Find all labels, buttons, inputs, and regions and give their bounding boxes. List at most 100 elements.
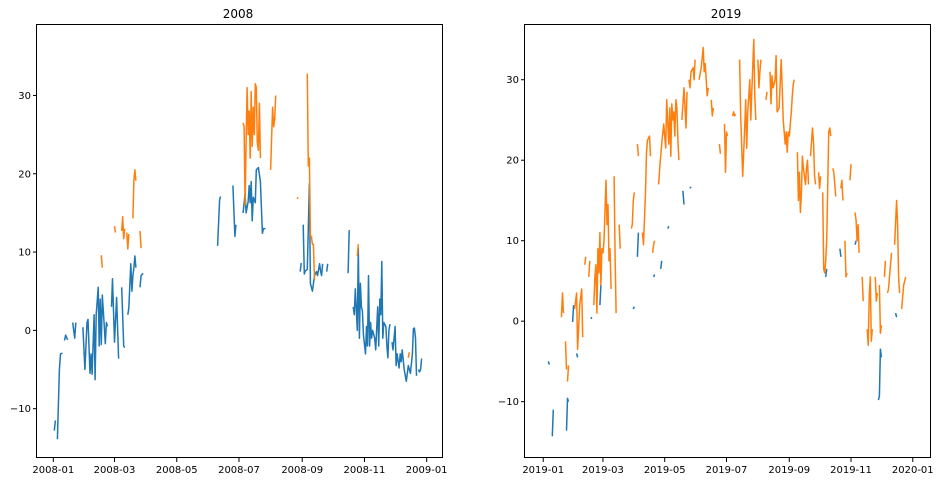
series-line-segment [731, 111, 737, 117]
series-line-segment [325, 263, 329, 272]
series-line-segment [356, 244, 360, 257]
series-line-segment [573, 288, 584, 351]
x-tick-label: 2009-01 [406, 465, 448, 476]
y-tick-label: 20 [18, 169, 31, 180]
series-line-segment [641, 135, 652, 246]
y-tick-label: 10 [506, 236, 519, 247]
series-line-segment [861, 276, 864, 302]
series-line-segment [632, 306, 635, 310]
series-line-segment [296, 196, 299, 200]
series-line-segment [757, 59, 762, 89]
series-line-segment [110, 277, 120, 359]
series-line-segment [132, 169, 137, 219]
series-line-segment [878, 284, 883, 335]
series-line-segment [560, 292, 565, 318]
x-tick-label: 2008-03 [94, 465, 136, 476]
series-line-segment [832, 168, 837, 197]
series-line-segment [636, 232, 640, 257]
series-line-segment [593, 179, 612, 314]
series-line-segment [347, 230, 350, 274]
series-line-segment [698, 46, 710, 97]
series-line-segment [682, 190, 685, 205]
y-tick-label: 0 [25, 326, 31, 337]
x-axis-2008: 2008-01 2008-03 2008-05 2008-07 2008-09 2008-… [32, 458, 448, 476]
series-line-segment [840, 179, 844, 201]
plot-area-2008 [53, 73, 423, 440]
series-line-segment [630, 192, 636, 229]
series-line-segment [564, 341, 568, 370]
chart-2019: 2019 2019-01 2019-03 2019-05 2019-07 2019-09… [498, 7, 934, 476]
series-line-segment [590, 316, 593, 320]
x-axis-2019: 2019-01 2019-03 2019-05 2019-07 2019-09 2019-… [522, 458, 934, 476]
series-line-segment [232, 185, 237, 238]
x-tick-label: 2019-01 [522, 465, 564, 476]
series-0-line [547, 186, 898, 437]
series-line-segment [883, 260, 887, 277]
series-line-segment [139, 272, 144, 288]
y-tick-label: 10 [18, 248, 31, 259]
series-line-segment [824, 268, 828, 277]
axes-frame-2008 [36, 24, 443, 458]
series-line-segment [886, 252, 893, 294]
series-line-segment [56, 352, 63, 440]
series-line-segment [688, 59, 696, 89]
series-line-segment [738, 38, 757, 178]
series-1-line [560, 38, 907, 382]
series-line-segment [839, 248, 842, 257]
series-line-segment [113, 226, 117, 233]
chart-2008: 2008 2008-01 2008-03 2008-05 2008-07 2008-09… [10, 7, 448, 476]
series-line-segment [566, 365, 570, 382]
series-line-segment [636, 144, 640, 157]
series-1-line [100, 73, 411, 358]
series-line-segment [817, 172, 822, 190]
series-line-segment [657, 99, 680, 185]
series-line-segment [588, 260, 591, 277]
series-line-segment [242, 166, 266, 235]
x-tick-label: 2019-03 [582, 465, 624, 476]
x-tick-label: 2019-09 [768, 465, 810, 476]
series-line-segment [877, 348, 883, 401]
series-line-segment [120, 216, 126, 240]
x-tick-label: 2019-07 [706, 465, 748, 476]
x-tick-label: 2008-07 [218, 465, 260, 476]
series-line-segment [849, 164, 852, 181]
x-tick-label: 2008-01 [32, 465, 74, 476]
series-line-segment [417, 358, 423, 373]
series-line-segment [242, 82, 262, 206]
series-line-segment [866, 276, 874, 347]
series-line-segment [844, 240, 848, 278]
y-tick-label: 30 [506, 75, 519, 86]
x-tick-label: 2008-09 [281, 465, 323, 476]
series-line-segment [667, 225, 670, 229]
series-line-segment [391, 325, 418, 383]
series-line-segment [63, 334, 69, 341]
y-tick-label: 30 [18, 91, 31, 102]
series-line-segment [302, 183, 324, 292]
series-line-segment [53, 420, 57, 431]
series-line-segment [723, 123, 729, 174]
series-line-segment [571, 305, 575, 323]
series-line-segment [651, 240, 656, 253]
series-line-segment [547, 361, 551, 365]
series-0-line [53, 166, 423, 440]
series-line-segment [352, 247, 391, 359]
x-tick-label: 2019-05 [644, 465, 686, 476]
series-line-segment [575, 353, 579, 358]
series-line-segment [618, 224, 621, 249]
series-line-segment [583, 256, 587, 265]
series-line-segment [652, 274, 656, 278]
chart-title-2008: 2008 [223, 7, 254, 21]
chart-title-2019: 2019 [711, 7, 742, 21]
series-line-segment [821, 127, 832, 274]
series-line-segment [659, 260, 663, 269]
series-line-segment [854, 240, 857, 245]
series-line-segment [718, 144, 722, 154]
series-line-segment [900, 276, 907, 310]
series-line-segment [681, 87, 688, 129]
series-line-segment [139, 230, 142, 249]
series-line-segment [599, 284, 602, 306]
x-tick-label: 2008-11 [344, 465, 386, 476]
series-line-segment [565, 397, 570, 431]
y-tick-label: 0 [513, 317, 519, 328]
